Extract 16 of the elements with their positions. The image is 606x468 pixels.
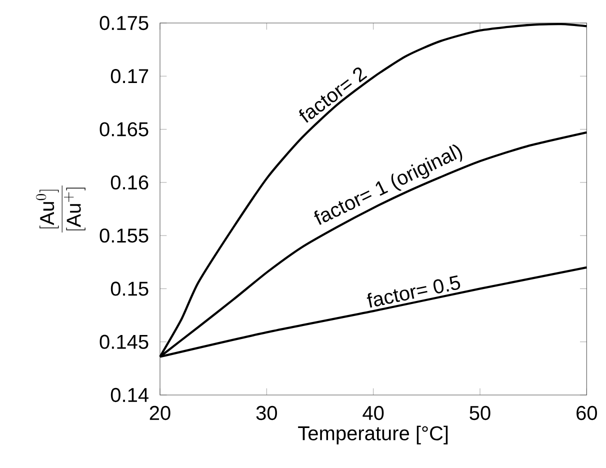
y-tick-label: 0.155 xyxy=(100,228,148,243)
x-tick-label: 40 xyxy=(362,406,384,420)
x-tick-label: 20 xyxy=(150,406,170,420)
y-tick-label: 0.175 xyxy=(100,16,148,30)
x-axis-title: Temperature [°C] xyxy=(298,426,448,444)
x-tick-label: 50 xyxy=(470,406,490,420)
x-tick-label: 60 xyxy=(576,406,597,420)
x-tick-label: 30 xyxy=(256,406,277,420)
y-tick-label: 0.145 xyxy=(100,334,148,349)
text: factor= 0.5 xyxy=(366,275,460,308)
y-tick-label: 0.15 xyxy=(110,282,148,296)
y-axis-title: $\frac{[\mathrm{Au}^{0}]}{[\mathrm{Au}^{+}]}$ xyxy=(36,186,86,232)
y-tick-label: 0.165 xyxy=(100,122,148,136)
y-tick-label: 0.16 xyxy=(110,175,148,190)
y-tick-label: 0.17 xyxy=(110,69,148,84)
y-tick-label: 0.14 xyxy=(110,388,148,402)
